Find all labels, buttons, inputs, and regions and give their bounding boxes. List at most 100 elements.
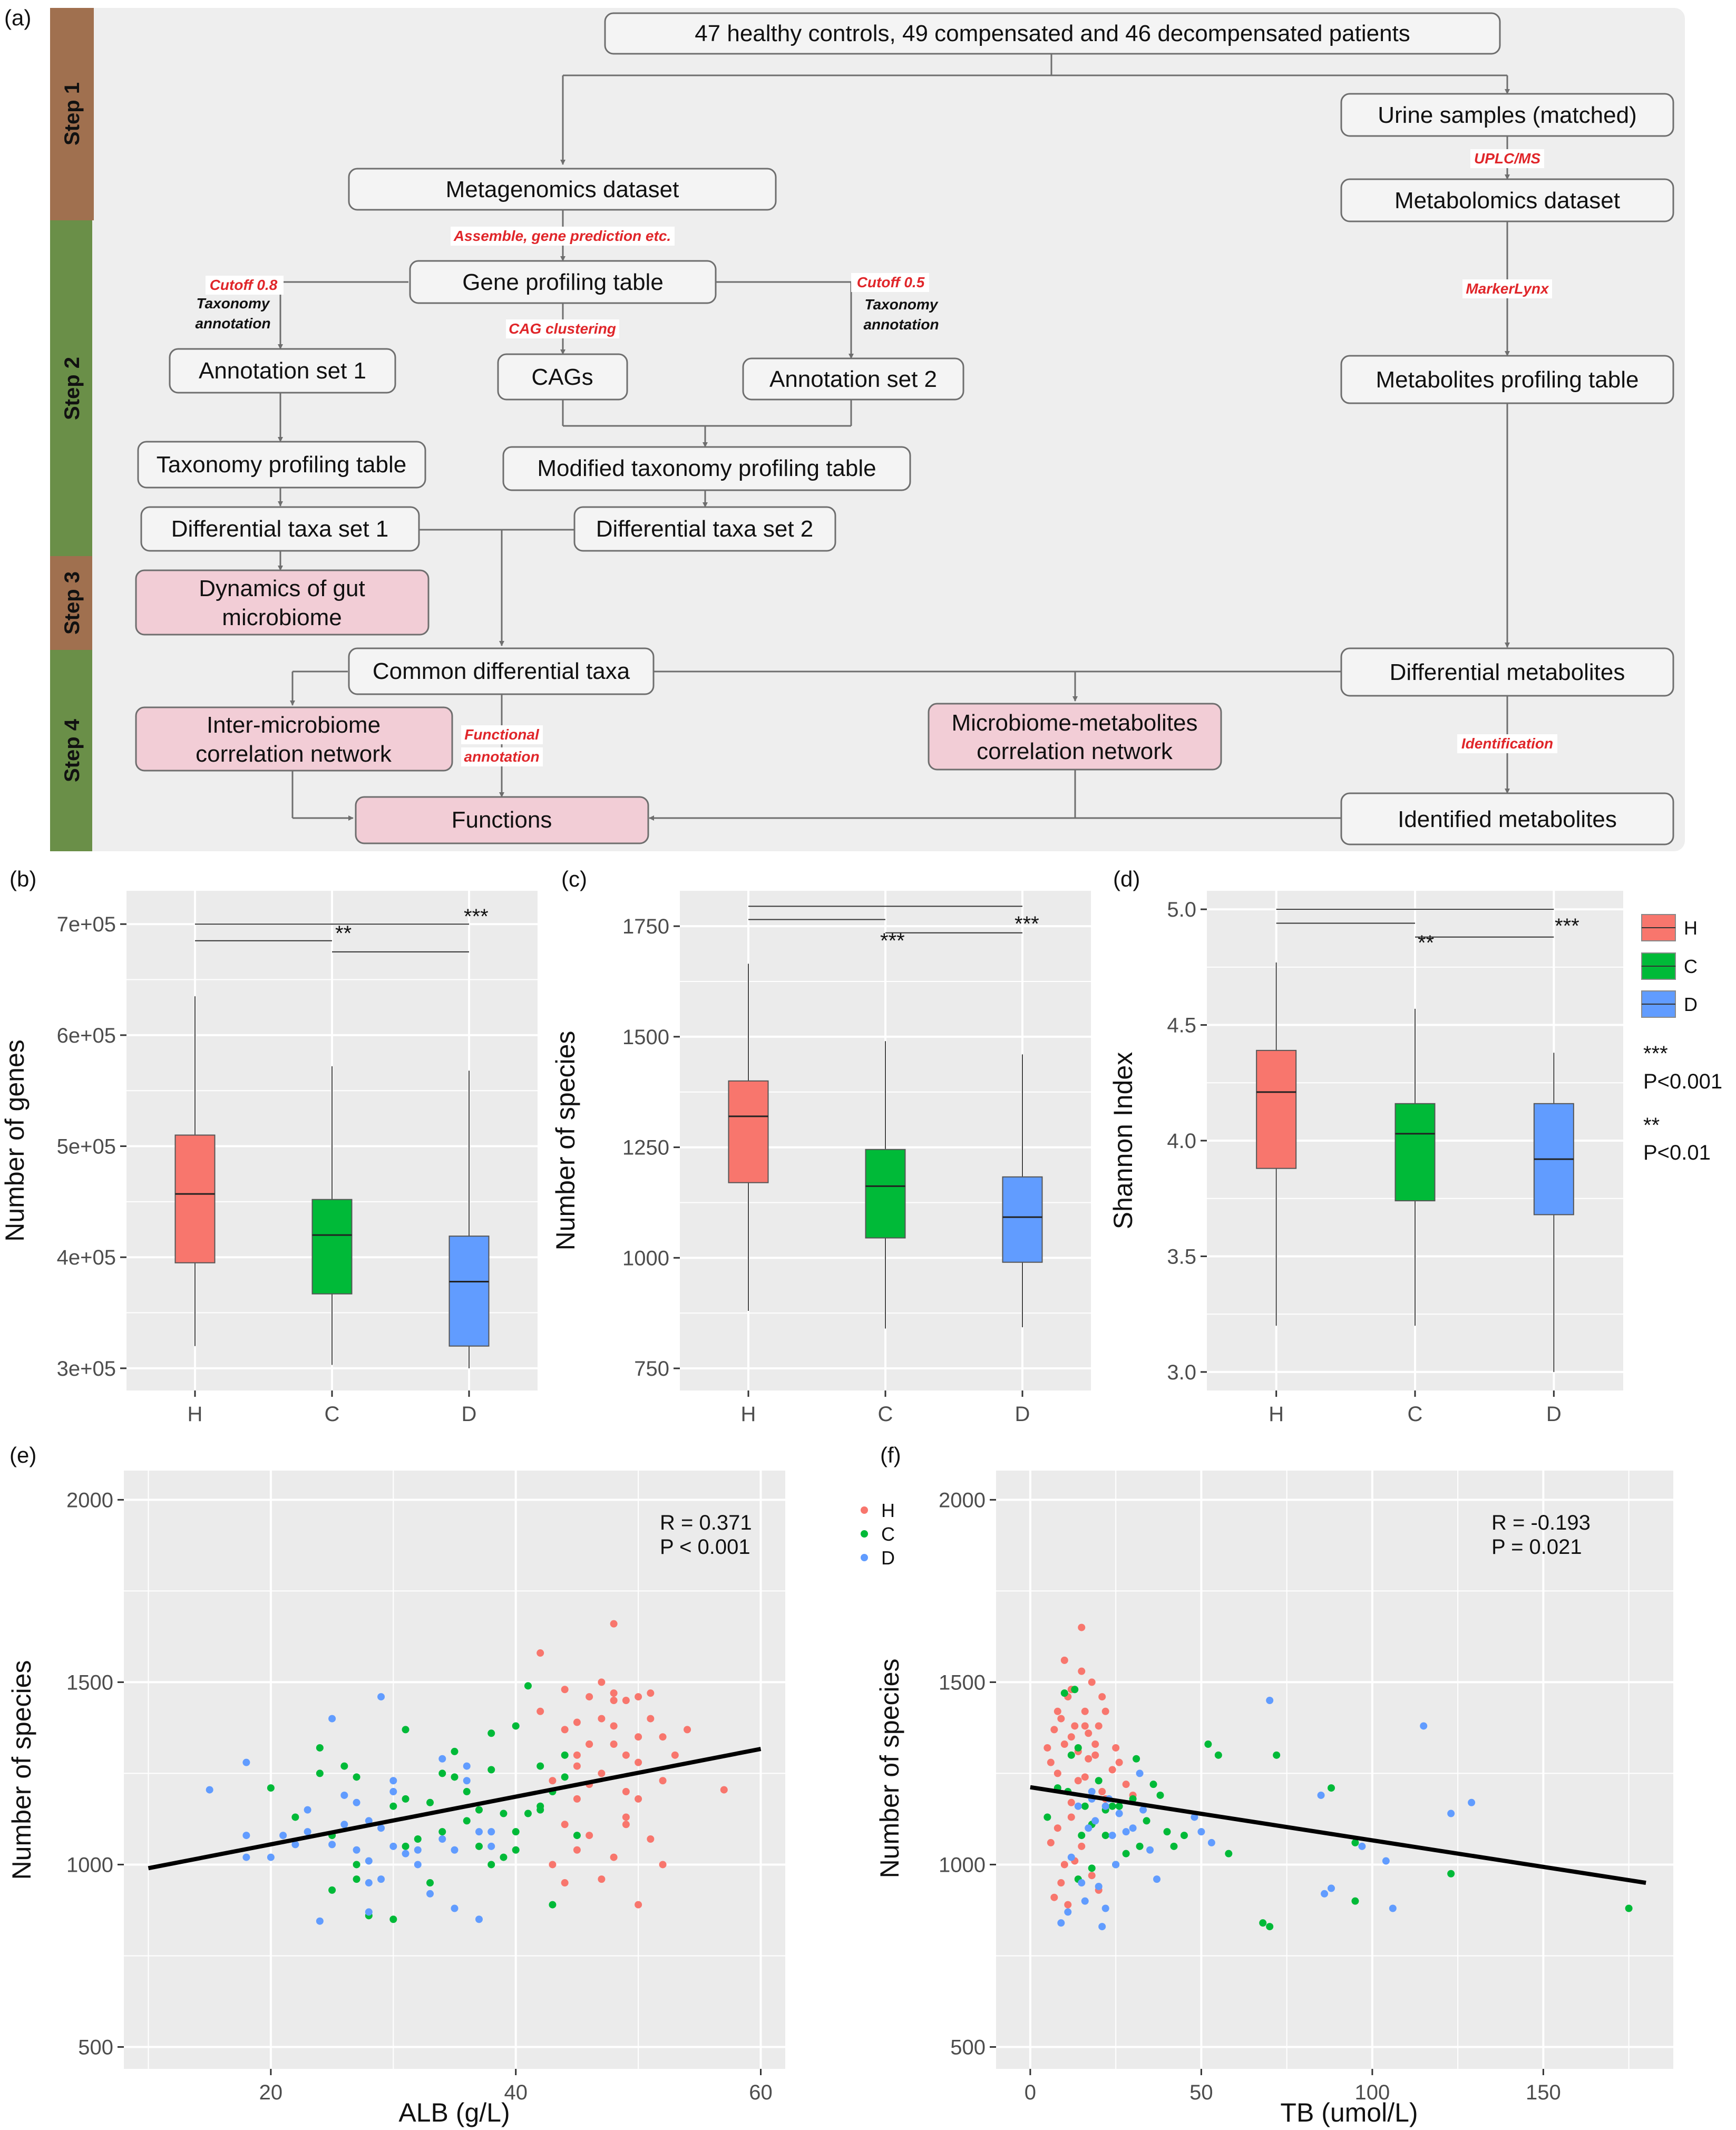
panel-label-e: (e) (9, 1443, 36, 1467)
flow-connectors (278, 54, 1510, 821)
sig-label-hd: *** (1015, 912, 1039, 936)
points (148, 1620, 762, 1925)
y-tick-label: 3.0 (1167, 1361, 1196, 1384)
significance-brackets: *** *** (748, 906, 1039, 952)
box-microbiome-metabolites: Microbiome-metabolites correlation netwo… (928, 703, 1222, 771)
data-point (402, 1795, 409, 1803)
data-point (1447, 1870, 1455, 1878)
data-point (1266, 1923, 1274, 1931)
data-point (1050, 1893, 1058, 1901)
y-tick-label: 5e+05 (57, 1135, 116, 1159)
box-annotation-2: Annotation set 2 (742, 357, 964, 401)
legend-dot-h (861, 1506, 868, 1514)
y-tick-label: 3.5 (1167, 1245, 1196, 1268)
data-point (610, 1689, 618, 1697)
data-point (1054, 1824, 1061, 1832)
data-point (414, 1835, 422, 1843)
data-point (1098, 1788, 1106, 1796)
data-point (1047, 1758, 1055, 1766)
data-point (573, 1718, 581, 1726)
y-tick-label: 1000 (939, 1853, 986, 1876)
data-point (1112, 1861, 1120, 1869)
data-point (1078, 1667, 1086, 1675)
data-point (1122, 1828, 1130, 1836)
data-point (610, 1620, 618, 1628)
data-point (206, 1786, 213, 1794)
data-point (1078, 1623, 1086, 1631)
data-point (1098, 1693, 1106, 1701)
box-d (448, 1071, 490, 1368)
svg-text:Dynamics of gut: Dynamics of gut (199, 576, 365, 601)
legend-label-c: C (1684, 956, 1698, 977)
data-point (622, 1813, 630, 1821)
plot-area (124, 1471, 785, 2069)
data-point (647, 1715, 655, 1723)
y-tick-label: 5.0 (1167, 898, 1196, 921)
data-point (451, 1904, 459, 1912)
data-point (684, 1726, 691, 1734)
data-point (1095, 1777, 1103, 1785)
y-tick-label: 500 (950, 2036, 986, 2059)
flow-notes: UPLC/MS Assemble, gene prediction etc. M… (195, 149, 1557, 766)
x-tick-label: 0 (1025, 2081, 1036, 2104)
data-point (1064, 1901, 1072, 1909)
data-point (402, 1850, 409, 1857)
data-point (377, 1693, 385, 1701)
box-d (1002, 1054, 1043, 1328)
data-point (402, 1726, 409, 1734)
data-point (1273, 1751, 1281, 1759)
y-tick-label: 2000 (939, 1489, 986, 1512)
data-point (487, 1842, 495, 1850)
boxes (728, 964, 1043, 1329)
data-point (316, 1917, 324, 1925)
scatter-legend: H C D (861, 1500, 895, 1569)
svg-text:Taxonomy profiling table: Taxonomy profiling table (157, 452, 406, 478)
sig-label-hd: *** (464, 905, 489, 928)
x-tick-label: C (878, 1403, 893, 1426)
y-tick-label: 7e+05 (57, 913, 116, 936)
data-point (586, 1693, 593, 1701)
svg-text:Inter-microbiome: Inter-microbiome (207, 712, 381, 738)
box-h (1256, 962, 1297, 1326)
svg-text:Differential taxa set 2: Differential taxa set 2 (596, 516, 814, 542)
data-point (389, 1915, 397, 1923)
svg-text:Metabolomics dataset: Metabolomics dataset (1394, 188, 1620, 213)
data-point (1351, 1897, 1359, 1905)
series-d (206, 1693, 495, 1925)
y-axis-title: Shannon Index (1108, 1052, 1138, 1229)
data-point (500, 1810, 508, 1817)
data-point (316, 1769, 324, 1777)
data-point (1180, 1832, 1188, 1840)
data-point (524, 1682, 532, 1690)
box-modified-taxonomy: Modified taxonomy profiling table (502, 446, 911, 491)
data-point (1067, 1798, 1075, 1806)
data-point (414, 1861, 422, 1869)
box-metagenomics: Metagenomics dataset (348, 168, 777, 211)
panel-label-c: (c) (561, 867, 587, 891)
data-point (426, 1798, 434, 1806)
data-point (1447, 1810, 1455, 1817)
sig-label-hc: ** (1418, 931, 1434, 955)
data-point (537, 1802, 544, 1810)
panel-label-a: (a) (4, 5, 31, 30)
data-point (340, 1762, 348, 1770)
y-tick-label: 1000 (66, 1853, 113, 1876)
box-body (311, 1199, 353, 1295)
data-point (635, 1733, 642, 1741)
data-point (475, 1842, 483, 1850)
data-point (1156, 1791, 1164, 1799)
data-point (1115, 1758, 1123, 1766)
data-point (598, 1769, 606, 1777)
box-differential-taxa-2: Differential taxa set 2 (573, 506, 836, 552)
svg-text:Common differential taxa: Common differential taxa (373, 658, 630, 684)
y-tick-label: 1250 (622, 1136, 669, 1160)
x-tick-label: D (1546, 1403, 1562, 1426)
data-point (1358, 1842, 1366, 1850)
step2-label: Step 2 (61, 357, 84, 420)
panel-label-d: (d) (1113, 867, 1140, 891)
svg-text:CAGs: CAGs (531, 364, 593, 390)
data-point (1136, 1842, 1144, 1850)
data-point (1170, 1842, 1178, 1850)
box-metabolites-profiling: Metabolites profiling table (1340, 355, 1674, 404)
